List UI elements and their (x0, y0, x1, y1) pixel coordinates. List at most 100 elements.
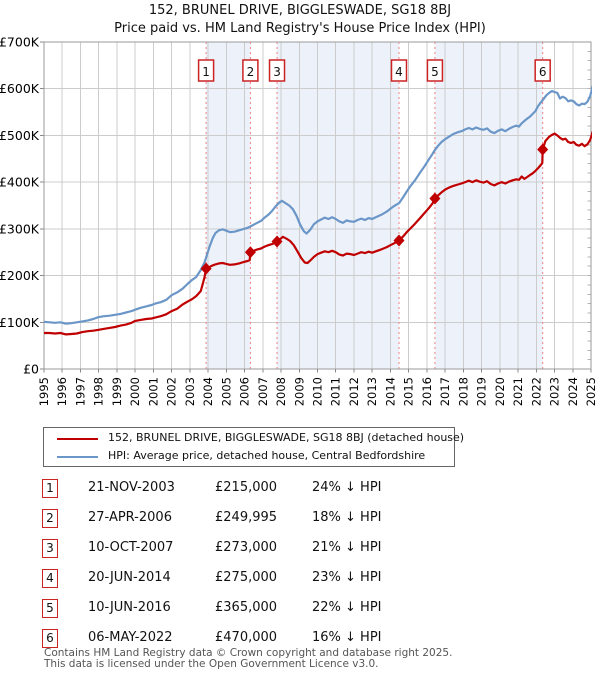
table-row: 1 21-NOV-2003 £215,000 24% ↓ HPI (42, 479, 562, 499)
x-tick-label: 2025 (584, 377, 598, 406)
table-row: 6 06-MAY-2022 £470,000 16% ↓ HPI (42, 629, 562, 649)
sale-price: £470,000 (215, 630, 278, 645)
price-line-swatch (57, 438, 98, 440)
x-tick-label: 2009 (292, 377, 306, 406)
hpi-line (44, 85, 592, 325)
sale-badge-box (268, 59, 286, 82)
sale-date: 20-JUN-2014 (88, 570, 171, 585)
x-tick-label: 2013 (365, 377, 379, 406)
sale-vs-hpi: 23% ↓ HPI (312, 570, 382, 585)
table-row: 5 10-JUN-2016 £365,000 22% ↓ HPI (42, 599, 562, 619)
sale-price: £273,000 (215, 540, 278, 555)
sale-badge-number: 2 (247, 65, 255, 79)
legend-item-price-paid: 152, BRUNEL DRIVE, BIGGLESWADE, SG18 8BJ… (44, 429, 464, 448)
ownership-bands (206, 42, 543, 369)
sale-marker (271, 235, 283, 248)
licence-line: This data is licensed under the Open Gov… (44, 658, 379, 670)
chart-canvas: 1 2 3 4 5 6 £0 £100K £200K £300K £400K £500K £600K £7… (0, 35, 598, 407)
sale-marker (537, 143, 549, 156)
plot-border (43, 41, 592, 370)
x-tick-label: 2008 (274, 377, 288, 406)
sale-badge-box (534, 59, 551, 82)
hpi-line-swatch (57, 456, 98, 458)
sale-date: 27-APR-2006 (88, 510, 172, 525)
legend-item-hpi: HPI: Average price, detached house, Cent… (44, 447, 454, 466)
x-tick-label: 2024 (566, 377, 580, 406)
sale-badge-number: 5 (431, 65, 439, 79)
x-tick-label: 2005 (219, 377, 233, 406)
price-history-chart: 1 2 3 4 5 6 £0 £100K £200K £300K £400K £500K £600K £7… (0, 35, 598, 407)
sale-vs-hpi: 18% ↓ HPI (312, 510, 382, 525)
x-tick-label: 2016 (420, 377, 434, 406)
x-tick-label: 2000 (128, 377, 142, 406)
sale-date: 06-MAY-2022 (88, 630, 173, 645)
x-tick-label: 2010 (311, 377, 325, 406)
x-tick-label: 2006 (238, 377, 252, 406)
sale-badge-number: 1 (202, 65, 210, 79)
sale-number-badge: 5 (42, 599, 58, 618)
ownership-band (277, 42, 400, 369)
sale-price: £275,000 (215, 570, 278, 585)
sale-vs-hpi: 24% ↓ HPI (312, 480, 382, 495)
legend-label: HPI: Average price, detached house, Cent… (108, 448, 426, 462)
sale-number-badge: 1 (42, 479, 58, 498)
y-tick-label: £500K (0, 128, 40, 143)
y-tick-label: £300K (0, 221, 40, 236)
sale-date: 10-JUN-2016 (88, 600, 171, 615)
sale-marker (429, 192, 441, 205)
sale-number-badge: 2 (42, 509, 58, 528)
x-tick-label: 2001 (146, 377, 160, 406)
y-tick-label: £600K (0, 81, 40, 96)
y-tick-label: £400K (0, 175, 40, 190)
sale-markers (200, 143, 549, 275)
ownership-band (434, 42, 543, 369)
x-tick-label: 2023 (548, 377, 562, 406)
y-tick-label: £200K (0, 268, 40, 283)
page-title: 152, BRUNEL DRIVE, BIGGLESWADE, SG18 8BJ (148, 3, 452, 18)
gridlines (44, 42, 591, 369)
copyright-line: Contains HM Land Registry data © Crown c… (44, 647, 453, 659)
x-tick-label: 2003 (183, 377, 197, 406)
table-row: 2 27-APR-2006 £249,995 18% ↓ HPI (42, 509, 562, 529)
sale-price: £215,000 (215, 480, 278, 495)
y-tick-label: £700K (0, 35, 40, 50)
sale-badge-box (390, 59, 408, 82)
sale-number-badge: 3 (42, 539, 58, 558)
ownership-band (206, 42, 251, 369)
legend-label: 152, BRUNEL DRIVE, BIGGLESWADE, SG18 8BJ… (108, 430, 465, 444)
y-axis-labels: £0 £100K £200K £300K £400K £500K £600K £700K (0, 35, 40, 377)
x-tick-label: 2018 (456, 377, 470, 406)
table-row: 3 10-OCT-2007 £273,000 21% ↓ HPI (42, 539, 562, 559)
sale-price: £249,995 (215, 510, 278, 525)
x-tick-label: 2020 (493, 377, 507, 406)
x-tick-label: 1999 (110, 377, 124, 406)
x-tick-label: 2007 (256, 377, 270, 406)
x-tick-label: 1996 (55, 377, 69, 406)
sale-marker (200, 262, 212, 275)
x-tick-label: 2015 (402, 377, 416, 406)
price-paid-line (44, 130, 592, 336)
x-tick-label: 2019 (475, 377, 489, 406)
sale-badge-number: 3 (273, 65, 281, 79)
x-tick-label: 2021 (511, 377, 525, 406)
sale-badge-box (197, 59, 215, 82)
sale-date: 21-NOV-2003 (88, 480, 175, 495)
y-tick-label: £0 (23, 362, 39, 377)
y-tick-label: £100K (0, 315, 40, 330)
x-tick-label: 2017 (438, 377, 452, 406)
sale-number-badge: 6 (42, 629, 58, 648)
sale-number-badge: 4 (42, 569, 58, 588)
x-tick-label: 1997 (73, 377, 87, 406)
x-axis-labels: 1995 1996 1997 1998 1999 2000 2001 2002 2003 2004… (37, 377, 598, 406)
sale-date: 10-OCT-2007 (88, 540, 174, 555)
x-tick-label: 2002 (165, 377, 179, 406)
sale-marker (244, 246, 256, 259)
table-row: 4 20-JUN-2014 £275,000 23% ↓ HPI (42, 569, 562, 589)
sale-badge-box (426, 59, 444, 82)
x-tick-label: 2012 (347, 377, 361, 406)
x-tick-label: 2022 (529, 377, 543, 406)
sale-vs-hpi: 16% ↓ HPI (312, 630, 382, 645)
sale-price: £365,000 (215, 600, 278, 615)
series-lines (44, 85, 592, 336)
